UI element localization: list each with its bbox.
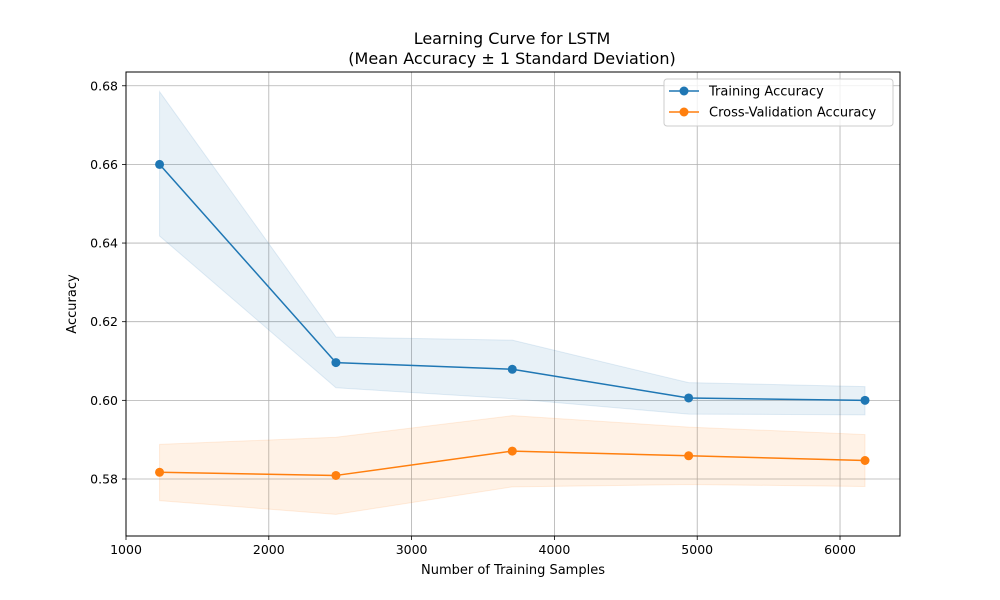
band-training-accuracy (159, 90, 866, 416)
x-tick-label-2000: 2000 (253, 542, 285, 557)
legend-marker-cross-validation (679, 107, 689, 117)
x-tick-label-1000: 1000 (110, 542, 142, 557)
chart-subtitle: (Mean Accuracy ± 1 Standard Deviation) (348, 49, 675, 68)
x-axis-label: Number of Training Samples (421, 563, 605, 578)
point-training-accuracy-4 (860, 395, 870, 405)
y-axis-label: Accuracy (65, 274, 80, 334)
legend-box (663, 78, 894, 127)
point-cross-validation-accuracy-4 (860, 456, 870, 466)
point-cross-validation-accuracy-1 (331, 470, 341, 480)
legend-label-training: Training Accuracy (708, 85, 824, 100)
series-points (155, 159, 870, 480)
y-tick-label-0-68: 0.68 (90, 78, 118, 93)
x-tick-label-5000: 5000 (681, 542, 713, 557)
y-tick-label-0-66: 0.66 (90, 157, 118, 172)
x-tick-label-3000: 3000 (396, 542, 428, 557)
point-training-accuracy-3 (684, 393, 694, 403)
x-tick-label-6000: 6000 (824, 542, 856, 557)
x-tick-label-4000: 4000 (539, 542, 571, 557)
y-tick-label-0-60: 0.60 (90, 393, 118, 408)
point-training-accuracy-0 (155, 159, 165, 169)
band-cross-validation-accuracy (159, 415, 866, 515)
legend-marker-training (679, 86, 689, 96)
point-training-accuracy-2 (507, 364, 517, 374)
legend-label-cross-validation: Cross-Validation Accuracy (709, 106, 877, 121)
plot-frame (125, 71, 901, 537)
point-cross-validation-accuracy-0 (155, 467, 165, 477)
point-training-accuracy-1 (331, 358, 341, 368)
std-bands (159, 90, 866, 515)
axis-ticks: 1000 2000 3000 4000 5000 6000 0.58 0.60 0.62 0.64… (90, 78, 856, 557)
point-cross-validation-accuracy-3 (684, 451, 694, 461)
y-tick-label-0-64: 0.64 (90, 236, 118, 251)
y-tick-label-0-58: 0.58 (90, 471, 118, 486)
point-cross-validation-accuracy-2 (507, 446, 517, 456)
y-tick-label-0-62: 0.62 (90, 314, 118, 329)
legend: Training Accuracy Cross-Validation Accur… (663, 78, 894, 127)
grid-lines (125, 72, 900, 536)
chart-title: Learning Curve for LSTM (414, 29, 611, 48)
